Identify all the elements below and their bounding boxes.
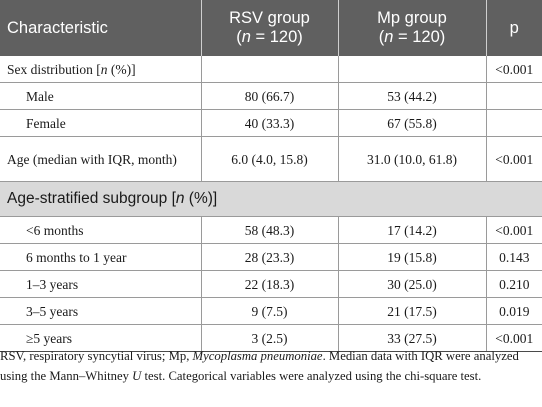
cell-mp: 19 (15.8) [337, 243, 487, 271]
cell-mp [337, 56, 487, 83]
footnote-species: Mycoplasma pneumoniae [192, 349, 323, 363]
cell-rsv: 6.0 (4.0, 15.8) [200, 136, 339, 182]
table-row: 1–3 years 22 (18.3) 30 (25.0) 0.210 [0, 270, 542, 298]
cell-rsv: 3 (2.5) [200, 324, 339, 352]
subgroup-header-row: Age-stratified subgroup [n (%)] [0, 181, 542, 217]
table-header-row: Characteristic RSV group (n = 120) Mp gr… [0, 0, 542, 56]
row-label: Male [0, 82, 202, 110]
row-label: Female [0, 109, 202, 137]
cell-p: <0.001 [485, 324, 542, 352]
table-row: 3–5 years 9 (7.5) 21 (17.5) 0.019 [0, 297, 542, 325]
cell-rsv: 40 (33.3) [200, 109, 339, 137]
cell-p [485, 109, 542, 137]
cell-rsv [200, 56, 339, 83]
cell-rsv: 80 (66.7) [200, 82, 339, 110]
table-row: Male 80 (66.7) 53 (44.2) [0, 82, 542, 110]
row-label-sex-distribution: Sex distribution [n (%)] [0, 56, 202, 83]
sex-label-suffix: (%)] [107, 61, 136, 77]
table-footnote: RSV, respiratory syncytial virus; Mp, My… [0, 346, 540, 386]
cell-p: <0.001 [485, 216, 542, 244]
cell-mp: 33 (27.5) [337, 324, 487, 352]
results-table: Characteristic RSV group (n = 120) Mp gr… [0, 0, 542, 352]
sex-label-prefix: Sex distribution [ [7, 61, 101, 77]
row-label: 3–5 years [0, 297, 202, 325]
cell-p: <0.001 [485, 56, 542, 83]
footnote-part3: . Median data with IQR were analyzed usi… [0, 349, 519, 383]
subgroup-label-prefix: Age-stratified subgroup [ [7, 190, 176, 207]
header-mp-n-open: ( [378, 28, 385, 46]
table-row: Sex distribution [n (%)] <0.001 [0, 56, 542, 83]
header-mp-group: Mp group (n = 120) [338, 0, 487, 56]
header-rsv-n-rest: = 120) [250, 28, 303, 46]
row-label: ≥5 years [0, 324, 202, 352]
cell-mp: 53 (44.2) [337, 82, 487, 110]
table-row: Age (median with IQR, month) 6.0 (4.0, 1… [0, 136, 542, 182]
table-row: Female 40 (33.3) 67 (55.8) [0, 109, 542, 137]
cell-p: <0.001 [485, 136, 542, 182]
cell-mp: 31.0 (10.0, 61.8) [337, 136, 487, 182]
table-row: 6 months to 1 year 28 (23.3) 19 (15.8) 0… [0, 243, 542, 271]
row-label: <6 months [0, 216, 202, 244]
cell-rsv: 22 (18.3) [200, 270, 339, 298]
header-rsv-n-var: n [241, 28, 251, 46]
subgroup-label-suffix: (%)] [184, 190, 218, 207]
footnote-part1: RSV, respiratory syncytial virus; Mp, [0, 349, 193, 363]
row-label: 1–3 years [0, 270, 202, 298]
cell-p: 0.143 [485, 243, 542, 271]
header-rsv-n-open: ( [236, 28, 242, 46]
cell-p: 0.019 [485, 297, 542, 325]
cell-mp: 21 (17.5) [337, 297, 487, 325]
cell-rsv: 28 (23.3) [200, 243, 339, 271]
row-label: 6 months to 1 year [0, 243, 202, 271]
row-label-age: Age (median with IQR, month) [0, 136, 202, 182]
sex-label-var: n [100, 61, 108, 77]
cell-p [485, 82, 542, 110]
subgroup-header: Age-stratified subgroup [n (%)] [0, 181, 542, 217]
footnote-part5: test. Categorical variables were analyze… [141, 369, 482, 383]
table-row: ≥5 years 3 (2.5) 33 (27.5) <0.001 [0, 324, 542, 352]
header-mp-n-rest: = 120) [393, 28, 446, 46]
header-p-value: p [509, 18, 519, 37]
header-mp-n-var: n [384, 28, 394, 46]
header-mp-label: Mp group [377, 9, 447, 27]
header-characteristic: Characteristic [0, 0, 202, 56]
table-row: <6 months 58 (48.3) 17 (14.2) <0.001 [0, 216, 542, 244]
subgroup-label-var: n [175, 190, 185, 207]
cell-mp: 67 (55.8) [337, 109, 487, 137]
cell-p: 0.210 [485, 270, 542, 298]
cell-mp: 17 (14.2) [337, 216, 487, 244]
cell-rsv: 58 (48.3) [200, 216, 339, 244]
cell-rsv: 9 (7.5) [200, 297, 339, 325]
header-rsv-group: RSV group (n = 120) [201, 0, 339, 56]
cell-mp: 30 (25.0) [337, 270, 487, 298]
footnote-u: U [132, 369, 142, 383]
header-rsv-label: RSV group [229, 9, 310, 27]
